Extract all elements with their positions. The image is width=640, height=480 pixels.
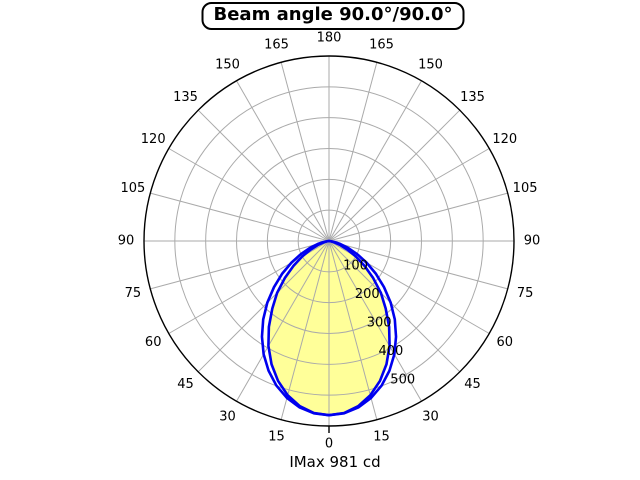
angle-tick-label: 165 [369,37,394,52]
angle-tick-label: 30 [422,409,439,424]
angle-tick-label: 15 [268,430,285,445]
angle-tick-label: 60 [497,335,514,350]
angle-tick-label: 135 [173,90,198,105]
angle-tick-label: 0 [325,437,333,452]
angle-tick-label: 90 [118,234,135,249]
angle-tick-label: 180 [317,31,342,46]
radial-tick-label: 100 [343,259,368,274]
grid-spoke [197,240,330,373]
chart-title: Beam angle 90.0°/90.0° [213,4,453,25]
angle-tick-label: 75 [125,286,142,301]
grid-spoke [328,148,490,242]
angle-tick-label: 90 [524,234,541,249]
grid-spoke [328,240,508,290]
grid-spoke [150,192,330,242]
angle-tick-label: 75 [517,286,534,301]
angle-tick-label: 15 [373,430,390,445]
angle-tick-label: 30 [219,409,236,424]
angle-tick-label: 150 [215,58,240,73]
grid-spoke [280,240,330,420]
angle-tick-label: 105 [513,181,538,196]
grid-spoke [150,240,330,290]
grid-spoke [328,109,461,242]
radial-tick-label: 200 [355,287,380,302]
grid-spoke [328,62,378,242]
grid-spoke [328,240,422,402]
grid-spoke [236,240,330,402]
chart-title-box: Beam angle 90.0°/90.0° [201,2,465,30]
angle-tick-label: 120 [141,132,166,147]
grid-spoke [168,148,330,242]
angle-tick-label: 165 [264,37,289,52]
intensity-curve-2 [267,239,391,417]
angle-tick-label: 45 [177,377,194,392]
grid-spoke [236,80,330,242]
grid-spoke [328,240,461,373]
imax-annotation: IMax 981 cd [289,453,381,471]
angle-tick-label: 135 [460,90,485,105]
grid-spoke [328,192,508,242]
grid-spoke [197,109,330,242]
grid-spoke [328,240,378,420]
grid-spoke [328,80,422,242]
angle-tick-label: 120 [492,132,517,147]
angle-tick-label: 105 [120,181,145,196]
grid-spoke [280,62,330,242]
angle-tick-label: 150 [418,58,443,73]
angle-tick-label: 60 [145,335,162,350]
radial-tick-label: 500 [390,373,415,388]
radial-tick-label: 300 [367,316,392,331]
radial-tick-label: 400 [379,344,404,359]
angle-tick-label: 45 [464,377,481,392]
